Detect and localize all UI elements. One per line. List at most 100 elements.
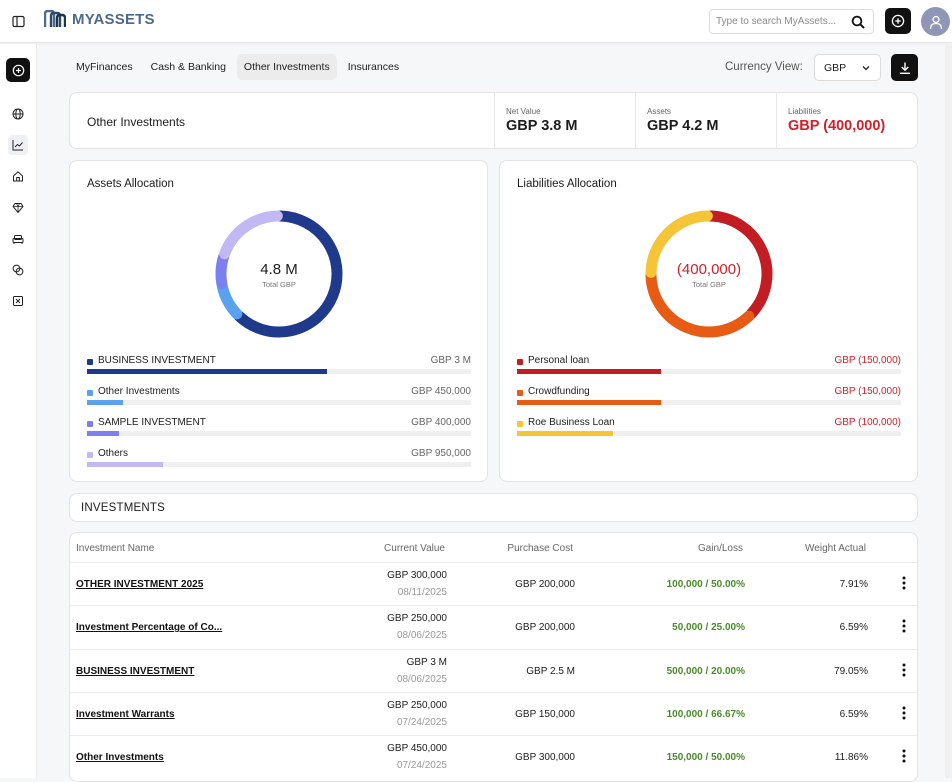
summary-card: Other Investments Net Value GBP 3.8 M As…	[69, 92, 918, 149]
plus-circle-icon	[891, 14, 905, 28]
legend-bar-track	[517, 431, 901, 436]
sidebar-item-box[interactable]	[8, 291, 28, 311]
weight-actual: 6.59%	[839, 622, 868, 633]
legend-item[interactable]: BUSINESS INVESTMENT GBP 3 M	[87, 353, 471, 384]
tab-myfinances[interactable]: MyFinances	[76, 61, 133, 73]
tab-cash-banking[interactable]: Cash & Banking	[150, 61, 226, 73]
donut-segment[interactable]	[233, 210, 343, 338]
column-header-name[interactable]: Investment Name	[76, 543, 155, 554]
liabilities-allocation-title: Liabilities Allocation	[517, 178, 617, 190]
add-button[interactable]	[885, 8, 911, 34]
legend-value: GBP (150,000)	[834, 355, 901, 366]
currency-select[interactable]: GBP	[814, 54, 881, 81]
liabilities-label: Liabilities	[788, 107, 821, 116]
legend-bar-track	[87, 462, 471, 467]
more-vertical-icon[interactable]	[899, 705, 909, 721]
line-chart-icon	[12, 140, 23, 151]
donut-segment[interactable]	[216, 281, 243, 320]
legend-swatch	[87, 421, 93, 427]
legend-value: GBP 400,000	[411, 417, 471, 428]
investment-name-link[interactable]: BUSINESS INVESTMENT	[76, 666, 195, 677]
table-row[interactable]: Investment Percentage of Co... GBP 250,0…	[70, 605, 917, 648]
legend-bar-fill	[517, 369, 661, 374]
liabilities-donut: (400,000) Total GBP	[643, 208, 775, 340]
more-vertical-icon[interactable]	[899, 618, 909, 634]
liabilities-cell: Liabilities GBP (400,000)	[776, 93, 917, 148]
investment-name-link[interactable]: Other Investments	[76, 752, 164, 763]
assets-value: GBP 4.2 M	[647, 118, 719, 134]
search-icon[interactable]	[851, 15, 865, 29]
gem-icon	[12, 203, 24, 214]
legend-label: Other Investments	[98, 386, 180, 397]
assets-allocation-title: Assets Allocation	[87, 178, 174, 190]
donut-segment[interactable]	[705, 210, 773, 320]
download-button[interactable]	[891, 54, 918, 81]
column-header-purchase-cost[interactable]: Purchase Cost	[507, 543, 573, 554]
plus-circle-icon	[12, 64, 24, 76]
sidebar	[0, 44, 37, 778]
table-row[interactable]: Investment Warrants GBP 250,000 07/24/20…	[70, 692, 917, 735]
user-icon	[929, 15, 942, 29]
sidebar-item-sofa[interactable]	[8, 229, 28, 249]
weight-actual: 79.05%	[834, 666, 868, 677]
legend-value: GBP (100,000)	[834, 417, 901, 428]
more-vertical-icon[interactable]	[899, 575, 909, 591]
legend-bar-track	[517, 400, 901, 405]
assets-allocation-card: Assets Allocation 4.8 M Total GBP BUSINE…	[69, 160, 488, 482]
value-date: 07/24/2025	[396, 760, 447, 771]
legend-value: GBP 3 M	[430, 355, 471, 366]
currency-view-label: Currency View:	[725, 61, 803, 73]
table-row[interactable]: OTHER INVESTMENT 2025 GBP 300,000 08/11/…	[70, 562, 917, 605]
sidebar-item-chart[interactable]	[8, 135, 28, 155]
column-header-gain-loss[interactable]: Gain/Loss	[697, 543, 743, 554]
legend-bar-fill	[87, 462, 164, 467]
brand-logo[interactable]: MYASSETS	[44, 10, 155, 28]
search-input[interactable]	[716, 16, 848, 27]
legend-label: Personal loan	[528, 355, 590, 366]
value-date: 07/24/2025	[396, 717, 447, 728]
investment-name-link[interactable]: Investment Warrants	[76, 709, 175, 720]
more-vertical-icon[interactable]	[899, 662, 909, 678]
weight-actual: 6.59%	[839, 709, 868, 720]
crossed-box-icon	[13, 296, 23, 306]
legend-label: SAMPLE INVESTMENT	[98, 417, 206, 428]
sidebar-toggle-icon[interactable]	[10, 13, 26, 29]
legend-item[interactable]: SAMPLE INVESTMENT GBP 400,000	[87, 415, 471, 446]
legend-item[interactable]: Crowdfunding GBP (150,000)	[517, 384, 901, 415]
weight-actual: 11.86%	[834, 752, 868, 763]
column-header-current-value[interactable]: Current Value	[384, 543, 445, 554]
sidebar-add-button[interactable]	[6, 58, 30, 82]
legend-bar-fill	[517, 400, 661, 405]
user-avatar[interactable]	[921, 7, 950, 36]
legend-bar-track	[87, 400, 471, 405]
liabilities-legend: Personal loan GBP (150,000) Crowdfunding…	[517, 353, 901, 446]
legend-item[interactable]: Others GBP 950,000	[87, 446, 471, 477]
tab-other-investments[interactable]: Other Investments	[236, 54, 337, 80]
purchase-cost: GBP 150,000	[515, 709, 575, 720]
column-header-weight[interactable]: Weight Actual	[805, 543, 866, 554]
gain-loss: 500,000 / 20.00%	[666, 666, 745, 677]
sidebar-item-coins[interactable]	[8, 260, 28, 280]
donut-segment[interactable]	[219, 210, 283, 260]
table-row[interactable]: Other Investments GBP 450,000 07/24/2025…	[70, 735, 917, 778]
brand-name: MYASSETS	[72, 10, 155, 28]
top-bar: MYASSETS	[0, 0, 952, 43]
legend-label: Roe Business Loan	[528, 417, 615, 428]
investment-name-link[interactable]: Investment Percentage of Co...	[76, 622, 223, 633]
sidebar-item-globe[interactable]	[8, 104, 28, 124]
table-row[interactable]: BUSINESS INVESTMENT GBP 3 M 08/06/2025 G…	[70, 649, 917, 692]
legend-item[interactable]: Personal loan GBP (150,000)	[517, 353, 901, 384]
legend-item[interactable]: Other Investments GBP 450,000	[87, 384, 471, 415]
legend-bar-track	[517, 369, 901, 374]
more-vertical-icon[interactable]	[899, 748, 909, 764]
page-scrollbar[interactable]	[945, 44, 952, 778]
sidebar-item-home[interactable]	[8, 166, 28, 186]
tab-insurances[interactable]: Insurances	[347, 61, 400, 73]
investment-name-link[interactable]: OTHER INVESTMENT 2025	[76, 579, 204, 590]
legend-item[interactable]: Roe Business Loan GBP (100,000)	[517, 415, 901, 446]
search-box[interactable]	[709, 9, 874, 34]
donut-segment[interactable]	[645, 270, 755, 338]
assets-legend: BUSINESS INVESTMENT GBP 3 M Other Invest…	[87, 353, 471, 477]
donut-segment[interactable]	[645, 210, 713, 278]
sidebar-item-gem[interactable]	[8, 198, 28, 218]
